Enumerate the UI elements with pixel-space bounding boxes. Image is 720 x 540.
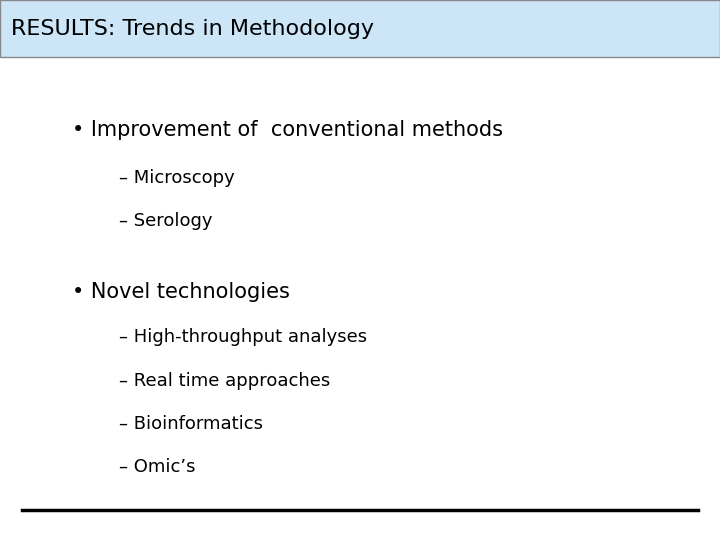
Text: – Omic’s: – Omic’s [119,458,195,476]
Text: – Microscopy: – Microscopy [119,169,235,187]
Text: – Real time approaches: – Real time approaches [119,372,330,390]
Text: – High-throughput analyses: – High-throughput analyses [119,328,367,347]
Text: • Novel technologies: • Novel technologies [72,281,290,302]
Text: RESULTS: Trends in Methodology: RESULTS: Trends in Methodology [11,18,374,39]
Text: • Improvement of  conventional methods: • Improvement of conventional methods [72,119,503,140]
Text: – Serology: – Serology [119,212,212,231]
FancyBboxPatch shape [0,0,720,57]
Text: – Bioinformatics: – Bioinformatics [119,415,263,433]
